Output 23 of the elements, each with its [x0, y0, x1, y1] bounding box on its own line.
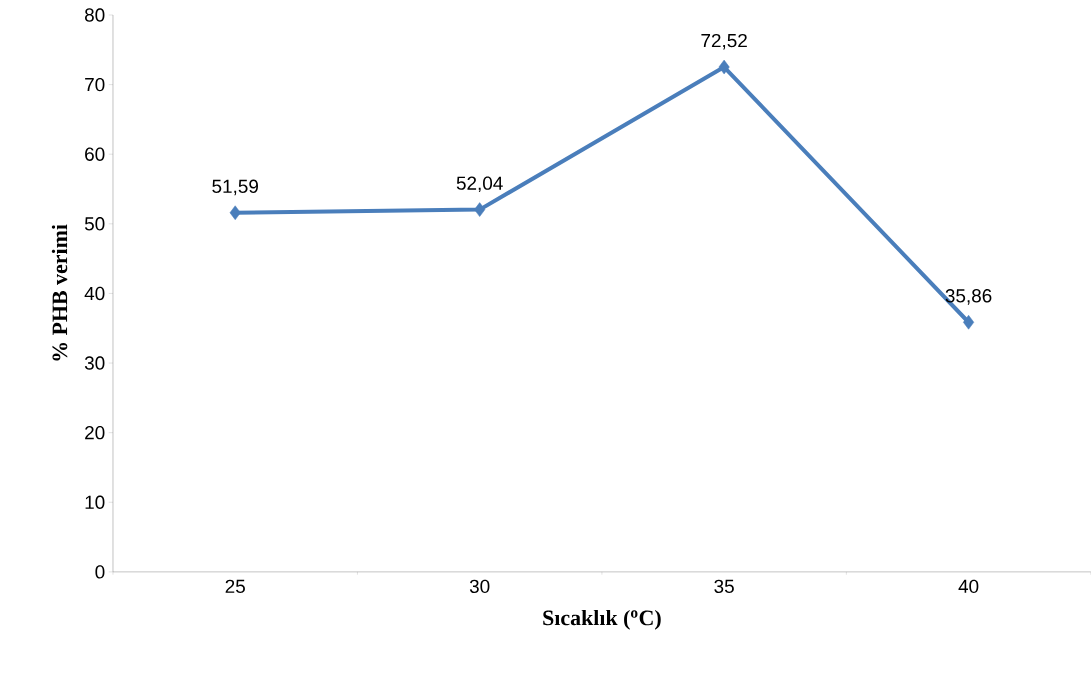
x-axis-title: Sıcaklık ($^{o}$C)	[543, 609, 661, 630]
point	[474, 202, 486, 217]
y-tick-label: 70	[85, 77, 105, 92]
point	[718, 59, 730, 75]
y-tick-label: 40	[84, 286, 105, 301]
x-tick-label: 30	[469, 579, 490, 594]
y-tick-label: 80	[84, 8, 105, 22]
y-tick-label: 0	[95, 565, 105, 579]
data-label: 51,59	[212, 179, 258, 196]
y-axis-title: % PHB verimi	[51, 224, 68, 361]
point	[963, 315, 975, 330]
y-tick-label: 50	[84, 217, 105, 231]
x-tick-label: 35	[714, 579, 734, 594]
y-tick-label: 30	[84, 356, 105, 370]
x-tick-label: 25	[225, 579, 245, 594]
x-tick-label: 40	[958, 579, 979, 594]
data-label: 72,52	[701, 33, 747, 50]
y-tick-label: 10	[85, 495, 105, 510]
y-tick-label: 60	[85, 147, 105, 161]
y-tick-label: 20	[85, 426, 105, 440]
point	[229, 205, 241, 221]
data-label: 35,86	[945, 289, 992, 305]
data-label: 52,04	[456, 176, 503, 193]
